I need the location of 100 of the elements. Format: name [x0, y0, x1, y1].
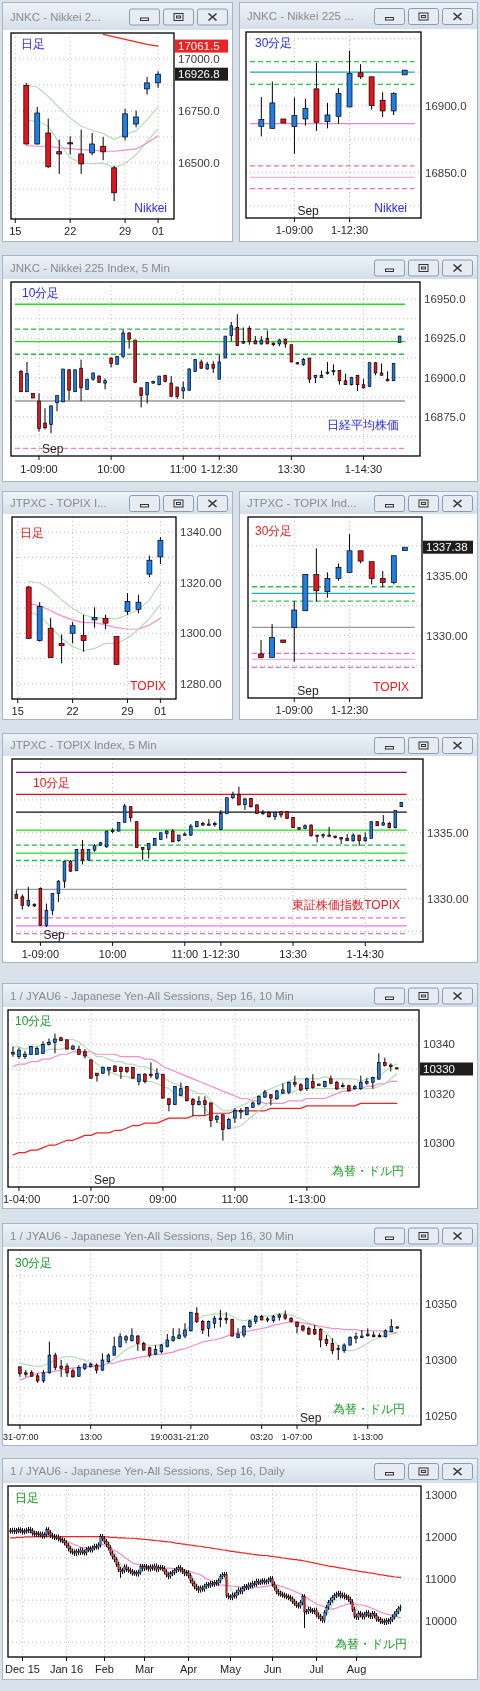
candlestick: [130, 1327, 134, 1343]
candlestick: [112, 1336, 116, 1357]
y-tick-label: 10000: [425, 1615, 457, 1628]
candlestick: [239, 1107, 243, 1120]
candlestick: [100, 136, 106, 161]
candlestick: [121, 329, 125, 359]
candlestick: [217, 354, 221, 380]
candlestick: [11, 1046, 15, 1058]
x-tick-label: 1-14:30: [346, 948, 384, 960]
candlestick: [49, 405, 53, 434]
candlestick: [261, 809, 265, 816]
candlestick: [89, 132, 95, 156]
candlestick: [145, 381, 149, 404]
x-tick-label: 11:00: [221, 1193, 249, 1205]
y-tick-label: 10350: [425, 1297, 457, 1310]
x-tick-label: 19:00: [150, 1432, 173, 1442]
x-tick-label: Jun: [263, 1663, 282, 1675]
x-tick-label: 01: [151, 224, 165, 237]
x-tick-label: 1-09:00: [275, 223, 314, 236]
y-tick-label: 16950.0: [424, 293, 466, 306]
x-tick-label: 1-12:30: [330, 223, 369, 236]
line-series: [9, 1535, 402, 1578]
candlestick: [56, 879, 61, 903]
line-series: [102, 33, 159, 47]
candlestick: [219, 809, 223, 830]
candlestick: [169, 375, 173, 397]
annotation: 為替・ドル円: [335, 1637, 407, 1651]
candlestick: [122, 108, 128, 141]
candlestick: [203, 1095, 207, 1116]
x-tick-label: Jul: [309, 1663, 324, 1675]
candlestick: [167, 1098, 171, 1112]
chart-title: 1 / JYAU6 - Japanese Yen-All Sessions, Sep 16, 30 Min: [10, 1229, 294, 1242]
text: 1337.38: [426, 541, 468, 554]
candlestick: [155, 1067, 159, 1081]
x-tick-label: 13:00: [79, 1432, 102, 1442]
candlestick: [215, 1114, 219, 1124]
candlestick: [53, 1033, 57, 1054]
candlestick: [209, 1102, 213, 1128]
annotation: 30分足: [15, 1256, 53, 1270]
y-tick-label: 1340.00: [180, 526, 222, 539]
candlestick: [236, 1327, 240, 1339]
x-tick-label: 1-12:30: [330, 703, 369, 716]
candlestick: [95, 1072, 99, 1083]
candlestick: [173, 1085, 177, 1106]
candlestick: [80, 614, 87, 653]
x-tick-label: 1-12:30: [200, 462, 238, 475]
candlestick: [144, 76, 150, 96]
x-tick-label: Mar: [135, 1663, 155, 1675]
x-tick-label: 1-09:00: [20, 462, 58, 475]
y-tick-label: 16925.0: [424, 332, 466, 345]
annotation: 日足: [20, 526, 44, 540]
candlestick: [315, 834, 319, 843]
x-tick-label: 10:00: [98, 948, 127, 960]
candlestick: [56, 139, 63, 175]
candlestick: [235, 313, 240, 347]
annotation: Nikkei: [374, 201, 407, 215]
x-tick-label: 29: [119, 224, 132, 237]
candlestick: [91, 606, 98, 629]
x-tick-label: 1-07:00: [72, 1193, 110, 1205]
candlestick: [368, 561, 375, 585]
y-tick-label: 10300: [423, 1136, 455, 1149]
y-tick-label: 1335.00: [427, 826, 469, 839]
x-tick-label: 31-21:20: [173, 1432, 209, 1442]
candlestick: [307, 357, 312, 384]
candlestick: [89, 1059, 93, 1080]
candlestick: [197, 1095, 201, 1106]
candlestick: [324, 571, 331, 599]
candlestick: [139, 387, 143, 408]
candlestick: [25, 361, 29, 393]
line-series: [12, 1046, 398, 1129]
y-tick-label: 1330.00: [426, 629, 468, 642]
candlestick: [354, 1332, 358, 1344]
x-tick-label: Dec 15: [5, 1663, 40, 1675]
annotation: Sep: [297, 204, 320, 218]
y-tick-label: 16900.0: [425, 99, 467, 112]
annotation: 10分足: [22, 286, 60, 300]
annotation: 日経平均株価: [327, 418, 399, 432]
candlestick: [302, 98, 309, 127]
candlestick: [385, 370, 390, 383]
candlestick: [44, 903, 49, 928]
x-tick-label: 10:00: [97, 462, 125, 475]
candlestick: [146, 555, 153, 578]
candlestick: [103, 377, 107, 390]
candlestick: [379, 91, 386, 118]
y-tick-label: 13000: [425, 1488, 457, 1501]
y-tick-label: 1320.00: [180, 576, 222, 589]
candlestick: [73, 369, 77, 393]
y-tick-label: 1280.00: [180, 677, 222, 690]
chart-title: JTPXC - TOPIX Ind...: [247, 497, 357, 509]
y-tick-label: 12000: [425, 1530, 457, 1543]
annotation: Nikkei: [134, 201, 167, 215]
candlestick: [43, 407, 47, 430]
candlestick: [390, 91, 397, 116]
candlestick: [324, 102, 331, 129]
annotation: 為替・ドル円: [333, 1402, 405, 1416]
annotation: 為替・ドル円: [332, 1164, 404, 1178]
candlestick: [26, 886, 31, 908]
candlestick: [135, 594, 142, 614]
x-tick-label: 11:00: [169, 462, 197, 475]
line-series: [12, 1102, 398, 1156]
